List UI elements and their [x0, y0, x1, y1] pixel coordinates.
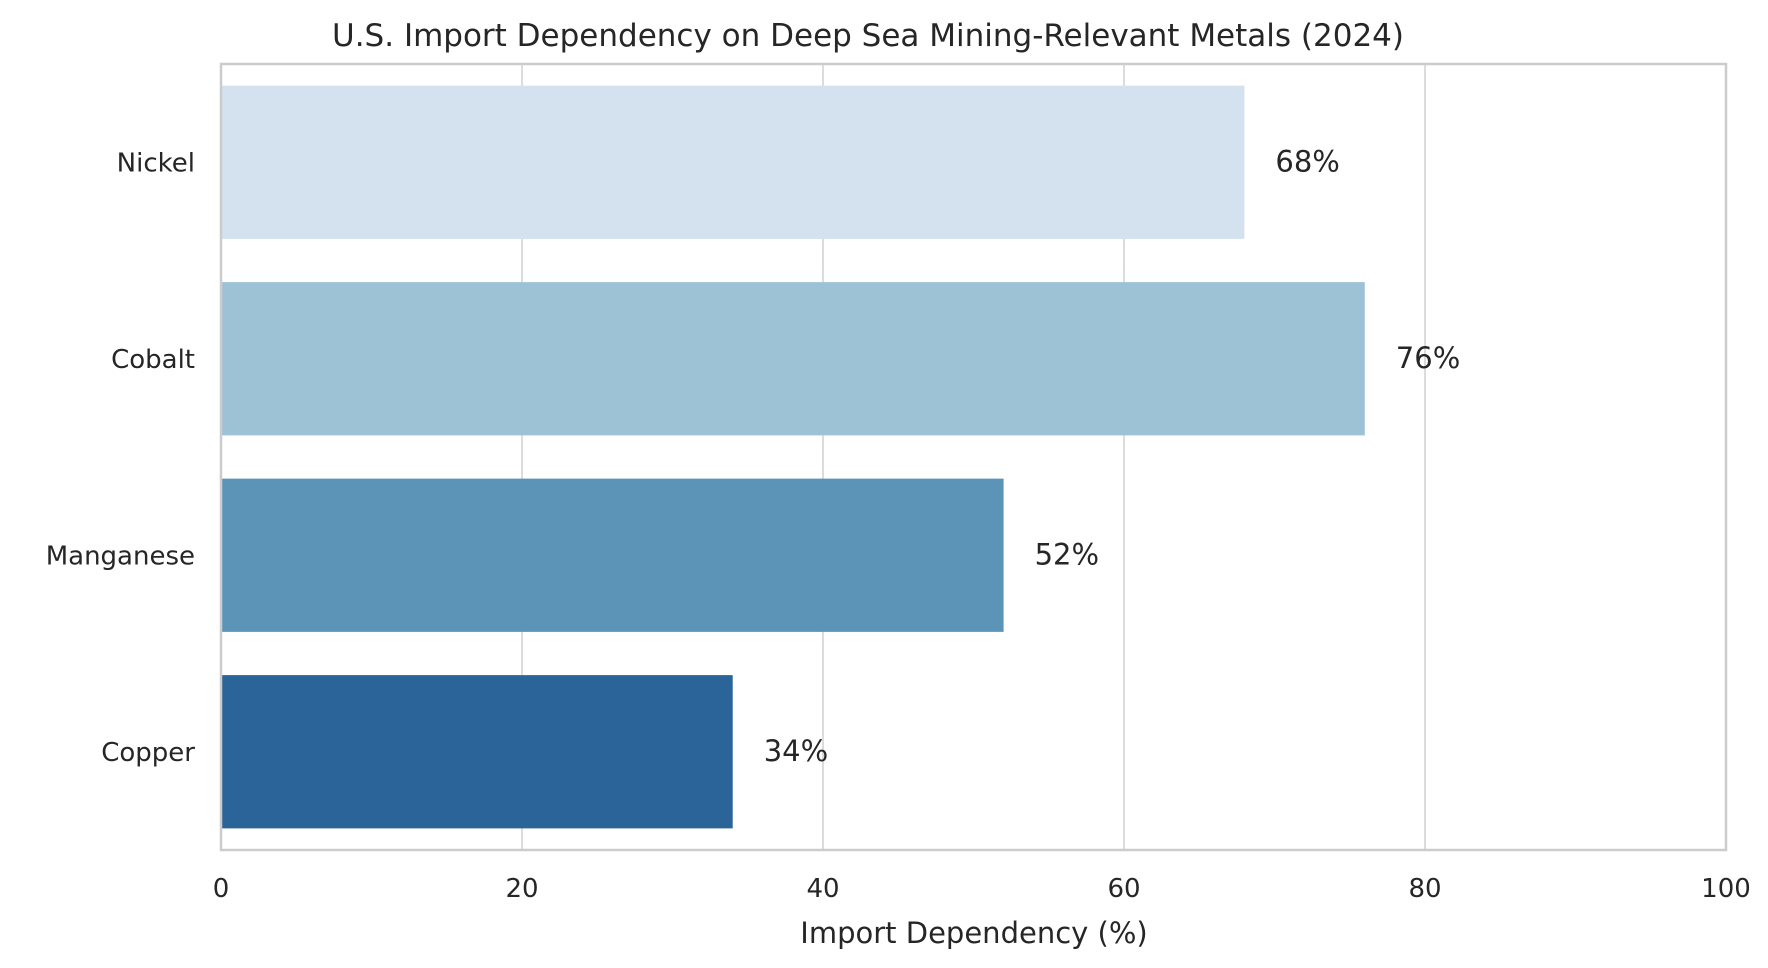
data-label: 52%: [1035, 537, 1099, 571]
x-tick-label: 80: [1408, 874, 1441, 904]
bar-manganese: [222, 478, 1004, 632]
x-axis-tick-labels: 0 20 40 60 80 100: [213, 874, 1751, 904]
bar-cobalt: [222, 282, 1365, 436]
x-tick-label: 100: [1701, 874, 1751, 904]
y-tick-label: Cobalt: [111, 345, 195, 375]
bar-nickel: [222, 85, 1245, 239]
bars: [222, 85, 1365, 829]
x-tick-label: 60: [1107, 874, 1140, 904]
plot-frame: [219, 62, 1728, 852]
y-tick-label: Copper: [101, 738, 195, 768]
y-tick-label: Nickel: [117, 148, 195, 178]
y-axis-tick-labels: Nickel Cobalt Manganese Copper: [46, 148, 196, 768]
x-axis-label: Import Dependency (%): [800, 916, 1147, 950]
x-tick-label: 40: [806, 874, 839, 904]
y-tick-label: Manganese: [46, 541, 195, 571]
data-labels: 68% 76% 52% 34%: [764, 144, 1461, 768]
data-label: 76%: [1396, 341, 1460, 375]
data-label: 34%: [764, 734, 828, 768]
data-label: 68%: [1275, 144, 1339, 178]
x-tick-label: 0: [213, 874, 230, 904]
chart-title: U.S. Import Dependency on Deep Sea Minin…: [332, 18, 1404, 54]
x-tick-label: 20: [505, 874, 538, 904]
bar-copper: [222, 675, 733, 829]
